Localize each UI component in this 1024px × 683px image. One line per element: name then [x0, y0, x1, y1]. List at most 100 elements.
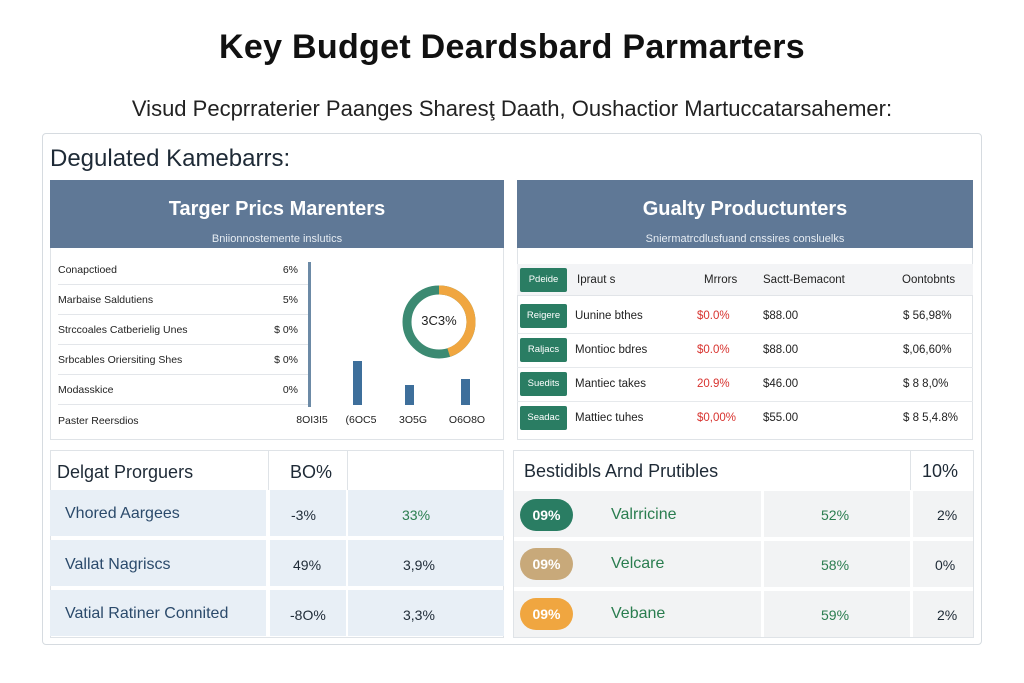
- column-header: Pdeide: [520, 268, 567, 292]
- status-badge: 09%: [520, 548, 573, 580]
- right-card-header: Gualty Productunters Sniermatrcdlusfuand…: [517, 180, 973, 248]
- row-amount: $88.00: [763, 310, 799, 322]
- table-cell: [50, 540, 266, 586]
- row-value: 33%: [402, 507, 431, 523]
- row-percent: 20.9%: [697, 378, 730, 390]
- list-item-label: Marbaise Saldutiens: [58, 294, 154, 306]
- table-cell: [348, 540, 504, 586]
- chart-axis: [308, 262, 311, 407]
- status-badge: 09%: [520, 499, 573, 531]
- column-header: Mrrors: [704, 274, 738, 286]
- row-value: 59%: [821, 607, 850, 623]
- section-heading: Degulated Kamebarrs:: [50, 145, 291, 172]
- row-percent: $0,00%: [697, 412, 737, 424]
- list-item-label: Paster Reersdios: [58, 415, 139, 427]
- row-tag: Reigere: [520, 304, 567, 328]
- row-label: Vhored Aargees: [65, 505, 180, 522]
- list-item-value: 0%: [282, 384, 298, 396]
- table-cell: [50, 590, 266, 636]
- row-tag: Raljacs: [520, 338, 567, 362]
- divider: [910, 450, 911, 490]
- table-cell: [270, 540, 346, 586]
- list-item-value: $ 0%: [274, 354, 298, 366]
- table-cell: [913, 591, 973, 637]
- left-card-subtitle: Bniionnostemente inslutics: [211, 233, 343, 245]
- row-value: 2%: [937, 607, 958, 623]
- table-cell: [270, 490, 346, 536]
- row-amount: $46.00: [763, 378, 799, 390]
- row-amount: $55.00: [763, 412, 799, 424]
- row-amount: $88.00: [763, 344, 799, 356]
- table-cell: [913, 491, 973, 537]
- row-value: 0%: [935, 557, 956, 573]
- list-item-label: Strccoales Catberielig Unes: [58, 324, 188, 336]
- table-row[interactable]: Suedits Mantiec takes 20.9% $46.00 $ 8 8…: [517, 368, 973, 402]
- table-cell: [270, 590, 346, 636]
- left-card-title: Targer Prics Marenters: [168, 198, 386, 220]
- list-item-label: Srbcables Oriersiting Shes: [58, 354, 183, 366]
- row-label: Vallat Nagriscs: [65, 556, 171, 573]
- column-header: Ipraut s: [577, 274, 616, 286]
- bottom-right-title: Bestidibls Arnd Prutibles: [524, 461, 719, 481]
- list-item-value: 6%: [282, 264, 298, 276]
- x-tick-label: 3O5G: [398, 414, 427, 426]
- bottom-left-header-value: BO%: [290, 462, 333, 482]
- row-tag: Seadac: [520, 406, 567, 430]
- row-label: Vebane: [611, 605, 666, 622]
- donut-chart: 3C3%: [401, 284, 477, 360]
- row-value: 3,9%: [403, 557, 435, 573]
- row-total: $ 8 8,0%: [903, 378, 949, 390]
- page-title: Key Budget Deardsbard Parmarters: [219, 28, 805, 66]
- table-row[interactable]: Seadac Mattiec tuhes $0,00% $55.00 $ 8 5…: [517, 402, 973, 436]
- row-label: Vatial Ratiner Connited: [65, 605, 229, 622]
- column-header: Sactt-Bemacont: [763, 274, 845, 286]
- divider: [347, 450, 348, 490]
- table-header: Pdeide Ipraut s Mrrors Sactt-Bemacont Oo…: [517, 264, 973, 296]
- row-value: -3%: [291, 507, 316, 523]
- x-tick-label: (6OC5: [345, 414, 377, 426]
- table-cell: [764, 541, 910, 587]
- status-badge: 09%: [520, 598, 573, 630]
- x-tick-label: 8OI3I5: [296, 414, 328, 426]
- list-item-value: $ 0%: [274, 324, 298, 336]
- right-card-subtitle: Sniermatrcdlusfuand cnssires consluelks: [645, 233, 845, 245]
- row-percent: $0.0%: [697, 344, 730, 356]
- row-value: 49%: [293, 557, 322, 573]
- list-item: Conapctioed 6%: [58, 255, 308, 285]
- row-value: 52%: [821, 507, 850, 523]
- divider: [268, 450, 269, 490]
- chart-bar: [405, 385, 414, 405]
- row-tag: Suedits: [520, 372, 567, 396]
- right-card-title: Gualty Productunters: [642, 198, 848, 220]
- row-total: $ 56,98%: [903, 310, 952, 322]
- left-card-header: Targer Prics Marenters Bniionnostemente …: [50, 180, 504, 248]
- row-value: 2%: [937, 507, 958, 523]
- table-row[interactable]: Raljacs Montioc bdres $0.0% $88.00 $,06,…: [517, 334, 973, 368]
- row-value: 58%: [821, 557, 850, 573]
- list-item-value: 5%: [282, 294, 298, 306]
- list-item-label: Modasskice: [58, 384, 114, 396]
- row-name: Mattiec tuhes: [575, 412, 644, 424]
- table-cell: [764, 591, 910, 637]
- row-total: $,06,60%: [903, 344, 952, 356]
- bottom-left-title: Delgat Prorguers: [57, 462, 194, 482]
- row-total: $ 8 5,4.8%: [903, 412, 958, 424]
- list-item-label: Conapctioed: [58, 264, 117, 276]
- donut-svg: [402, 285, 476, 359]
- row-name: Mantiec takes: [575, 378, 646, 390]
- table-cell: [348, 590, 504, 636]
- list-item: Strccoales Catberielig Unes $ 0%: [58, 315, 308, 345]
- row-value: 3,3%: [403, 607, 435, 623]
- table-cell: [764, 491, 910, 537]
- table-cell: [913, 541, 973, 587]
- row-name: Montioc bdres: [575, 344, 648, 356]
- row-name: Uunine bthes: [575, 310, 643, 322]
- row-label: Velcare: [611, 555, 665, 572]
- row-label: Valrricine: [611, 506, 677, 523]
- table-cell: [50, 490, 266, 536]
- row-percent: $0.0%: [697, 310, 730, 322]
- table-row[interactable]: Reigere Uunine bthes $0.0% $88.00 $ 56,9…: [517, 300, 973, 334]
- list-item: Modasskice 0%: [58, 375, 308, 405]
- chart-bar: [461, 379, 470, 405]
- page-subtitle: Visud Pecprraterier Paanges Sharesţ Daat…: [131, 96, 893, 121]
